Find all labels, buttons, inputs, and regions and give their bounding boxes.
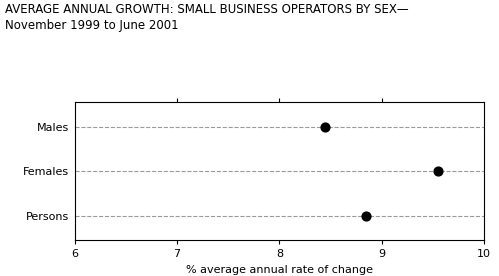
Text: AVERAGE ANNUAL GROWTH: SMALL BUSINESS OPERATORS BY SEX—
November 1999 to June 20: AVERAGE ANNUAL GROWTH: SMALL BUSINESS OP…	[5, 3, 409, 32]
Point	[362, 213, 370, 218]
Point	[434, 169, 442, 173]
Point	[321, 124, 329, 129]
X-axis label: % average annual rate of change: % average annual rate of change	[186, 265, 373, 275]
